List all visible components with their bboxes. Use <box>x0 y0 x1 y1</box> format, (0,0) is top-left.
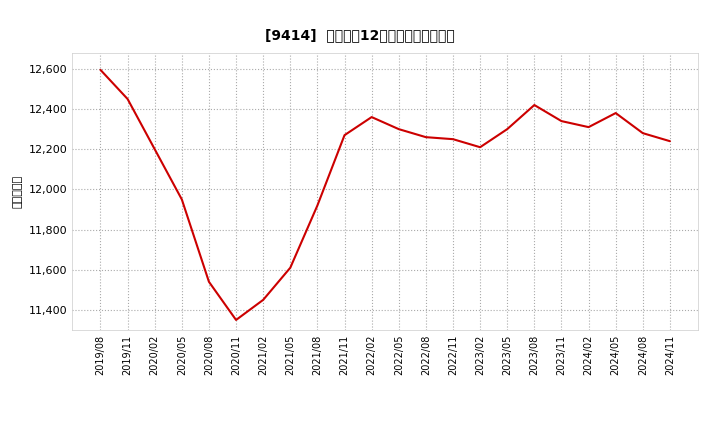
Text: [9414]  売上高の12か月移動合計の推移: [9414] 売上高の12か月移動合計の推移 <box>265 29 455 43</box>
Y-axis label: （百万円）: （百万円） <box>13 175 23 208</box>
